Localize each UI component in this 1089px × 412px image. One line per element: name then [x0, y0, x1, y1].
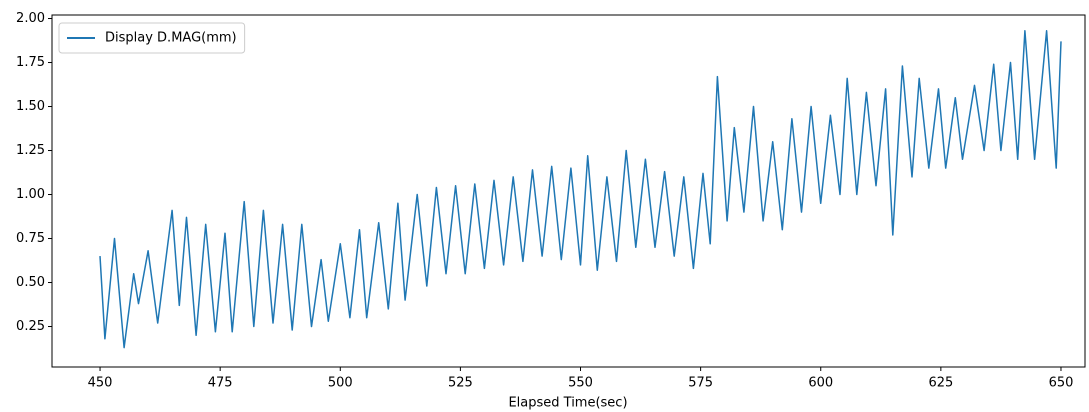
x-tick-label: 525	[448, 376, 473, 391]
y-tick-label: 0.50	[16, 275, 45, 290]
x-tick-label: 450	[88, 376, 113, 391]
x-tick-label: 575	[688, 376, 713, 391]
legend-label: Display D.MAG(mm)	[105, 31, 237, 46]
y-tick-label: 0.75	[16, 231, 45, 246]
y-tick-label: 1.00	[16, 187, 45, 202]
series-line	[99, 30, 1062, 349]
plot-frame	[51, 14, 1086, 368]
y-tick-label: 1.25	[16, 143, 45, 158]
x-tick-label: 600	[808, 376, 833, 391]
x-tick-label: 500	[328, 376, 353, 391]
x-tick-label: 650	[1049, 376, 1074, 391]
x-tick-label: 550	[568, 376, 593, 391]
y-tick-label: 1.75	[16, 55, 45, 70]
y-tick-label: 1.50	[16, 99, 45, 114]
y-tick-label: 2.00	[16, 11, 45, 26]
x-tick-label: 475	[208, 376, 233, 391]
y-tick-label: 0.25	[16, 319, 45, 334]
x-tick-label: 625	[928, 376, 953, 391]
x-axis-label: Elapsed Time(sec)	[508, 396, 627, 411]
legend-box	[58, 22, 246, 54]
